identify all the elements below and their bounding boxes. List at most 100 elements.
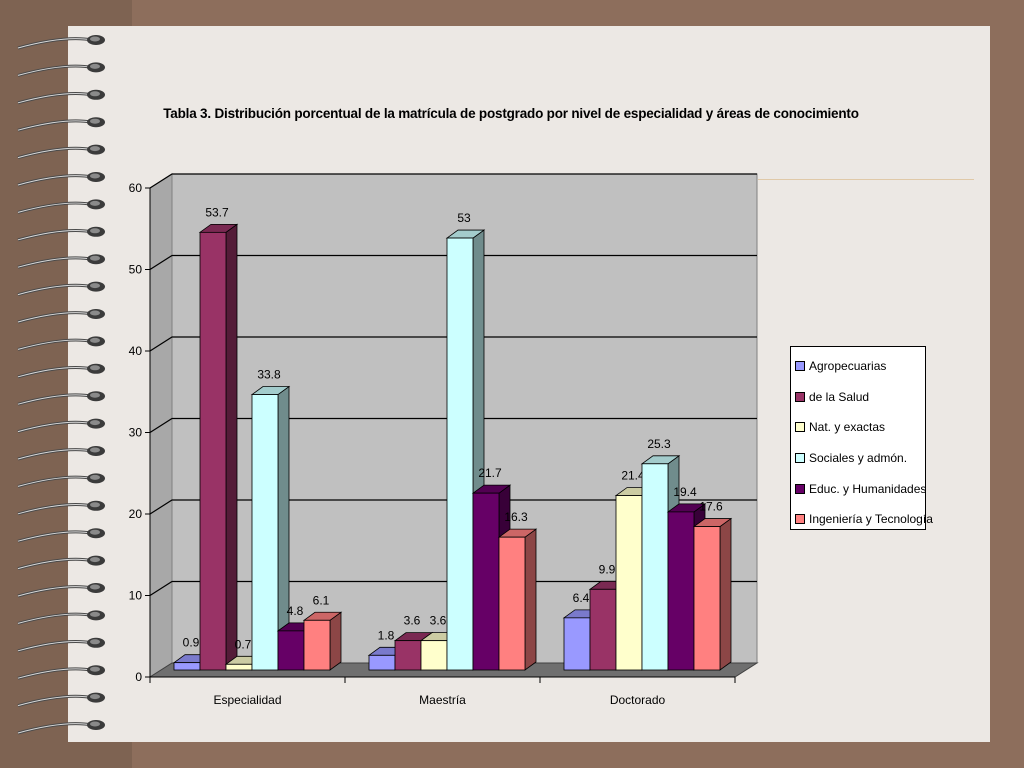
spiral-wire-highlight bbox=[17, 339, 93, 350]
bar-front bbox=[394, 640, 422, 671]
spiral-wire-highlight bbox=[17, 65, 93, 76]
bar-side bbox=[719, 517, 732, 671]
x-tick-label: Doctorado bbox=[610, 693, 666, 707]
spiral-hole-highlight bbox=[90, 255, 100, 261]
spiral-hole-highlight bbox=[90, 666, 100, 672]
legend-swatch bbox=[795, 453, 805, 464]
data-label: 9.9 bbox=[599, 562, 616, 576]
legend-label: Sociales y admón. bbox=[809, 451, 908, 466]
spiral-hole-highlight bbox=[90, 118, 100, 124]
spiral-wire-highlight bbox=[17, 421, 93, 433]
spiral-wire-highlight bbox=[17, 695, 93, 707]
spiral-wire-highlight bbox=[17, 230, 93, 241]
bar-front bbox=[368, 654, 396, 671]
spiral-wire-highlight bbox=[17, 586, 93, 597]
legend-swatch bbox=[795, 422, 805, 433]
data-label: 21.4 bbox=[621, 469, 645, 483]
spiral-hole-highlight bbox=[90, 365, 100, 371]
legend-swatch bbox=[795, 483, 805, 494]
spiral-wire-highlight bbox=[17, 93, 93, 104]
bar-front bbox=[498, 536, 526, 671]
bar-front bbox=[277, 630, 305, 671]
bar-front bbox=[446, 237, 474, 671]
spiral-hole-highlight bbox=[90, 146, 100, 152]
spiral-hole-highlight bbox=[90, 447, 100, 453]
spiral-wire-highlight bbox=[17, 38, 93, 49]
spiral-hole-highlight bbox=[90, 639, 100, 645]
y-tick-label: 60 bbox=[129, 181, 143, 195]
bar-front bbox=[173, 662, 201, 671]
spiral-hole-highlight bbox=[90, 420, 100, 426]
data-label: 33.8 bbox=[257, 368, 281, 382]
bar-front bbox=[563, 617, 591, 671]
bar-front bbox=[303, 619, 331, 671]
legend-label: Ingeniería y Tecnología bbox=[809, 512, 933, 527]
spiral-wire-highlight bbox=[17, 449, 93, 460]
spiral-wire-highlight bbox=[17, 257, 93, 268]
bar bbox=[692, 517, 733, 671]
data-label: 0.9 bbox=[183, 636, 200, 650]
x-tick-label: Especialidad bbox=[213, 693, 281, 707]
spiral-hole-highlight bbox=[90, 694, 100, 700]
spiral-wire-highlight bbox=[17, 312, 93, 323]
bar-front bbox=[225, 663, 253, 671]
bar bbox=[302, 611, 343, 671]
spiral-wire-highlight bbox=[17, 367, 93, 378]
spiral-hole-highlight bbox=[90, 173, 100, 179]
spiral-hole-highlight bbox=[90, 36, 100, 42]
legend-label: de la Salud bbox=[809, 389, 870, 404]
y-tick-label: 30 bbox=[129, 426, 143, 440]
spiral-wire-highlight bbox=[17, 147, 93, 159]
bar-side bbox=[524, 528, 537, 671]
spiral-wire-highlight bbox=[17, 531, 93, 542]
data-label: 3.6 bbox=[430, 614, 447, 628]
bar bbox=[250, 385, 291, 671]
legend-item: de la Salud bbox=[795, 382, 925, 413]
legend-item: Educ. y Humanidades bbox=[795, 473, 927, 504]
spiral-hole-highlight bbox=[90, 557, 100, 563]
spiral-hole-highlight bbox=[90, 611, 100, 617]
bar-front bbox=[472, 492, 500, 671]
spiral-hole-highlight bbox=[90, 283, 100, 289]
bar bbox=[198, 223, 239, 671]
bar-front bbox=[199, 231, 227, 671]
spiral-wire-highlight bbox=[17, 394, 93, 405]
data-label: 6.1 bbox=[313, 593, 330, 607]
bar-front bbox=[667, 511, 695, 671]
data-label: 53 bbox=[457, 211, 471, 225]
data-label: 3.6 bbox=[404, 614, 421, 628]
gridline bbox=[149, 417, 757, 434]
legend-item: Sociales y admón. bbox=[795, 443, 925, 474]
y-tick-label: 40 bbox=[129, 344, 143, 358]
bar-front bbox=[641, 463, 669, 671]
legend-label: Educ. y Humanidades bbox=[809, 481, 927, 496]
bar-front bbox=[615, 495, 643, 671]
data-label: 4.8 bbox=[287, 604, 304, 618]
chart-legend: Agropecuarias de la Salud Nat. y exactas So… bbox=[790, 346, 933, 530]
legend-swatch bbox=[795, 391, 805, 402]
spiral-wire-highlight bbox=[17, 641, 93, 652]
y-tick-label: 0 bbox=[135, 670, 142, 684]
legend-swatch bbox=[795, 514, 805, 525]
bar-side bbox=[329, 611, 342, 671]
spiral-wire-highlight bbox=[17, 175, 93, 186]
data-label: 16.3 bbox=[504, 510, 528, 524]
data-label: 1.8 bbox=[378, 628, 395, 642]
data-label: 6.4 bbox=[573, 591, 590, 605]
bar-front bbox=[420, 640, 448, 671]
y-tick-label: 20 bbox=[129, 507, 143, 521]
gridline bbox=[149, 580, 757, 597]
legend-item: Agropecuarias bbox=[795, 351, 925, 382]
spiral-hole-highlight bbox=[90, 502, 100, 508]
spiral-wire-highlight bbox=[17, 120, 93, 131]
legend-item: Nat. y exactas bbox=[795, 412, 925, 443]
spiral-hole-highlight bbox=[90, 529, 100, 535]
x-tick-label: Maestría bbox=[419, 693, 466, 707]
chart-title: Tabla 3. Distribución porcentual de la m… bbox=[163, 106, 859, 121]
data-label: 17.6 bbox=[699, 500, 723, 514]
spiral-wire-highlight bbox=[17, 613, 93, 624]
spiral-hole-highlight bbox=[90, 584, 100, 590]
y-tick-label: 10 bbox=[129, 589, 143, 603]
data-label: 19.4 bbox=[673, 485, 697, 499]
